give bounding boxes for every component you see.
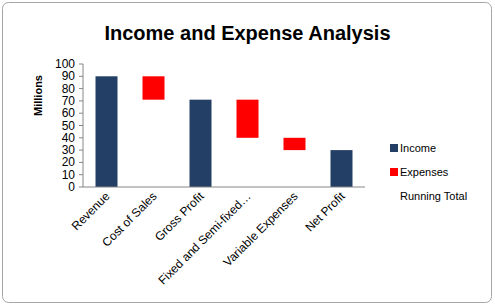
y-tick-label: 60 — [62, 106, 76, 120]
y-tick-label: 10 — [62, 168, 76, 182]
legend-swatch — [390, 168, 398, 176]
y-tick-label: 30 — [62, 143, 76, 157]
legend-swatch — [390, 144, 398, 152]
y-tick — [79, 113, 83, 114]
y-tick-label: 80 — [62, 82, 76, 96]
x-tick-label: Fixed and Semi-fixed… — [156, 189, 254, 287]
y-tick — [79, 150, 83, 151]
y-tick-label: 100 — [55, 57, 75, 71]
y-tick-label: 20 — [62, 155, 76, 169]
y-axis — [83, 64, 84, 187]
bar — [331, 150, 353, 187]
title: Income and Expense Analysis — [104, 22, 390, 44]
y-tick-label: 0 — [68, 180, 75, 194]
x-tick-label: Net Profit — [302, 189, 348, 235]
y-tick — [79, 100, 83, 101]
bar — [143, 76, 165, 99]
y-tick — [79, 88, 83, 89]
y-tick-label: 70 — [62, 94, 76, 108]
y-axis-label: Millions — [32, 75, 44, 116]
bar — [96, 76, 118, 187]
y-tick — [79, 174, 83, 175]
y-tick — [79, 137, 83, 138]
y-tick — [79, 162, 83, 163]
bar — [284, 150, 306, 187]
legend-label: Income — [400, 142, 436, 154]
y-tick — [79, 64, 83, 65]
x-tick-label: Revenue — [69, 189, 113, 233]
x-axis — [83, 187, 365, 188]
y-tick — [79, 187, 83, 188]
chart: Income and Expense Analysis Millions 01020… — [0, 0, 495, 306]
y-tick — [79, 76, 83, 77]
marks — [96, 76, 353, 187]
bar — [237, 138, 259, 187]
bar — [190, 100, 212, 187]
bar — [143, 100, 165, 187]
x-tick-label: Variable Expenses — [221, 189, 301, 269]
legend-label: Expenses — [400, 166, 449, 178]
legend-label: Running Total — [400, 190, 467, 202]
bar — [237, 100, 259, 138]
y-tick — [79, 125, 83, 126]
bar — [284, 138, 306, 150]
y-tick-label: 50 — [62, 119, 76, 133]
y-tick-label: 90 — [62, 69, 76, 83]
chart-frame — [3, 3, 492, 303]
y-tick-label: 40 — [62, 131, 76, 145]
x-tick-label: Cost of Sales — [99, 189, 159, 249]
